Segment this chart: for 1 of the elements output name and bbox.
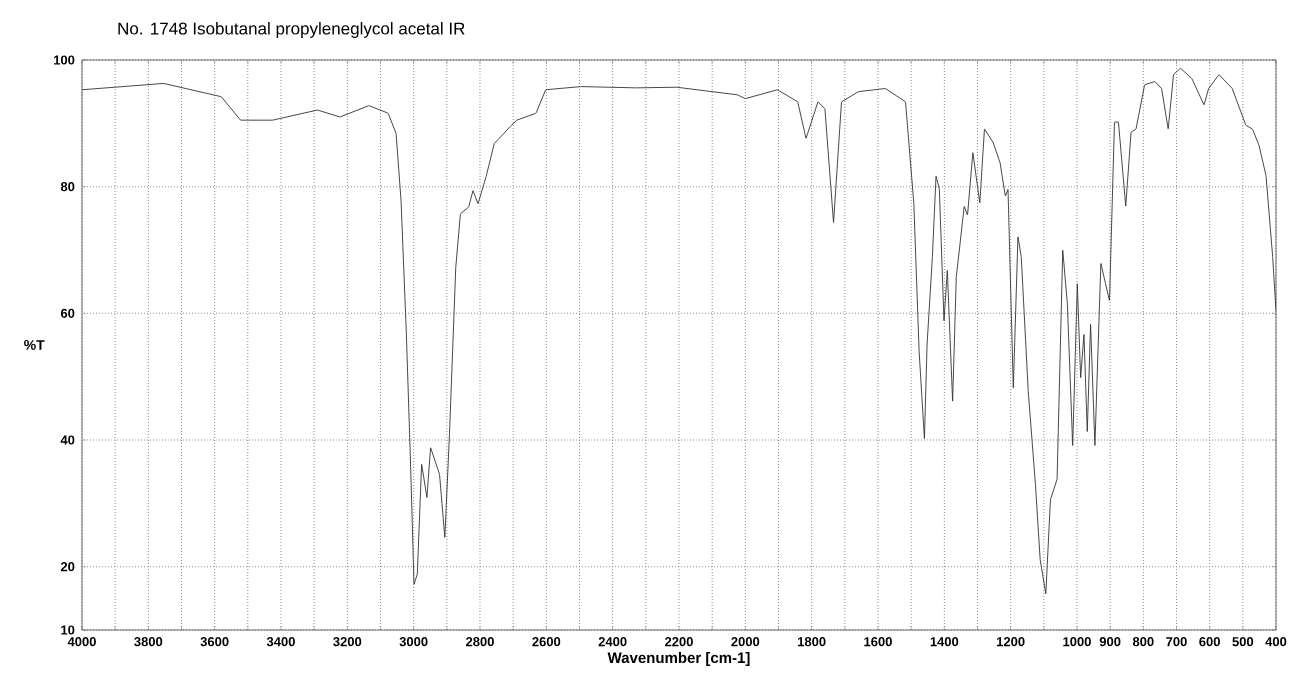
chart-title: No. 1748 Isobutanal propyleneglycol acetal IR (118, 22, 465, 38)
